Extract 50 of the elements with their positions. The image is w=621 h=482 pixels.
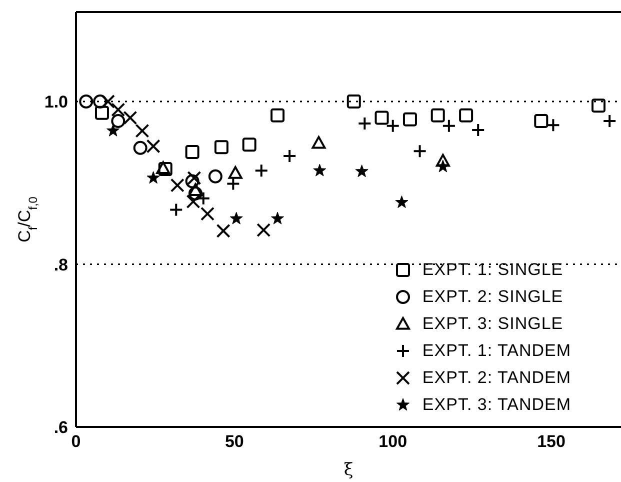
point	[256, 223, 271, 238]
point	[228, 166, 242, 179]
point	[146, 171, 160, 184]
point	[208, 169, 222, 184]
point	[187, 171, 202, 185]
point	[312, 136, 326, 149]
point	[313, 164, 326, 176]
point	[230, 212, 243, 224]
point	[123, 110, 138, 125]
x-axis-title: ξ	[344, 460, 354, 480]
point	[79, 94, 94, 109]
point	[170, 178, 184, 192]
point	[111, 102, 126, 117]
legend-label: EXPT. 3: SINGLE	[422, 313, 564, 335]
y-tick-label: .8	[54, 255, 68, 274]
x-tick-label: 0	[71, 432, 81, 452]
legend-label: EXPT. 3: TANDEM	[422, 394, 571, 416]
y-tick-label: .6	[54, 418, 68, 438]
point	[270, 108, 285, 122]
point	[270, 212, 284, 224]
y-tick-label: 1.0	[44, 92, 68, 112]
point	[135, 124, 150, 138]
point	[402, 112, 417, 126]
point	[111, 114, 126, 128]
point	[216, 224, 230, 238]
point	[436, 154, 450, 167]
point	[436, 160, 450, 172]
point	[459, 108, 474, 122]
point	[188, 183, 202, 196]
x-tick-label: 100	[378, 432, 408, 452]
point	[534, 114, 548, 128]
point	[214, 140, 228, 154]
x-tick-label: 150	[537, 432, 566, 452]
point	[395, 196, 408, 208]
point	[94, 106, 109, 120]
point	[355, 164, 368, 178]
legend-label: EXPT. 2: SINGLE	[422, 286, 564, 308]
legend-label: EXPT. 1: TANDEM	[422, 340, 571, 362]
point	[106, 124, 120, 136]
point	[185, 174, 200, 188]
point	[242, 138, 256, 152]
point	[346, 94, 361, 109]
point	[133, 140, 148, 155]
point	[185, 144, 200, 159]
point	[430, 108, 445, 122]
x-tick-label: 50	[224, 432, 244, 452]
point	[592, 98, 606, 113]
point	[374, 110, 389, 125]
point	[146, 139, 160, 154]
legend-label: EXPT. 2: TANDEM	[422, 367, 571, 389]
